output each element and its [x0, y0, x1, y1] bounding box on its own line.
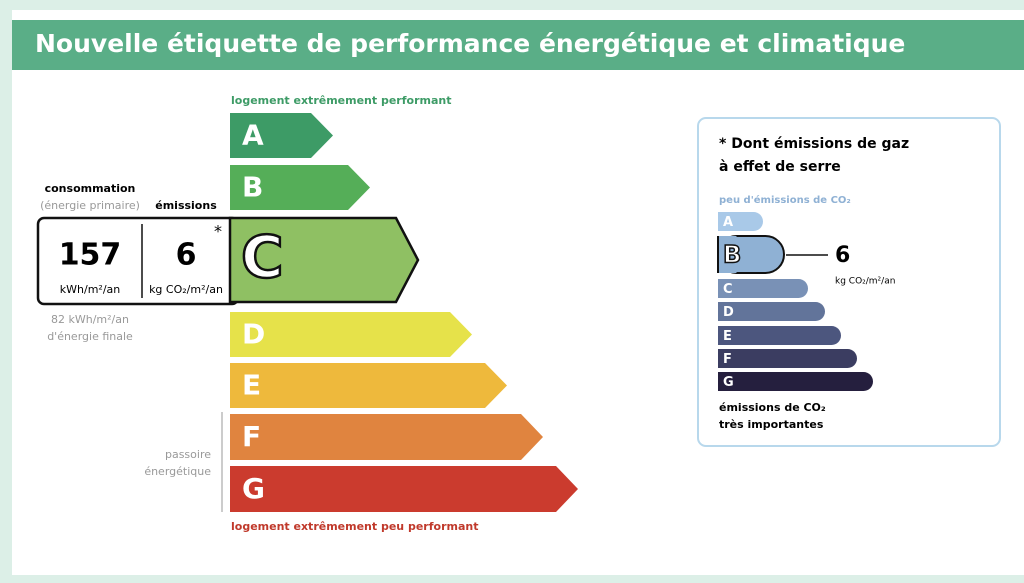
- ghg-unit: kg CO₂/m²/an: [835, 277, 895, 287]
- consumption-sublabel: (énergie primaire): [40, 199, 140, 212]
- consumption-label: consommation: [45, 182, 136, 195]
- ghg-letter: D: [723, 305, 734, 320]
- emissions-label: émissions: [155, 199, 217, 212]
- title: Nouvelle étiquette de performance énergé…: [35, 29, 905, 58]
- class-bar: [230, 165, 370, 210]
- ghg-bar: [718, 349, 857, 368]
- class-letter: A: [242, 119, 264, 152]
- ghg-bar-left: [718, 349, 728, 368]
- ghg-bar: [718, 212, 763, 231]
- ghg-value: 6: [835, 243, 850, 268]
- final-energy: 82 kWh/m²/an: [51, 313, 129, 326]
- ghg-letter: F: [723, 352, 732, 367]
- class-letter: F: [242, 420, 261, 453]
- class-bar: [230, 113, 333, 158]
- class-letter: E: [242, 369, 261, 402]
- ghg-bar: [718, 326, 841, 345]
- ghg-bar-left: [718, 212, 728, 231]
- class-letter: C: [241, 223, 284, 291]
- top-label: logement extrêmement performant: [231, 94, 451, 107]
- ghg-bar-left: [718, 372, 728, 391]
- emissions-value: 6: [176, 238, 197, 273]
- ghg-letter: B: [723, 241, 741, 269]
- asterisk: *: [214, 222, 222, 241]
- ghg-bar-left: [718, 236, 737, 273]
- class-bar: [230, 312, 472, 357]
- ghg-bottom-label: émissions de CO₂: [719, 401, 826, 414]
- class-letter: G: [242, 472, 265, 505]
- ghg-title: * Dont émissions de gaz: [719, 136, 909, 152]
- ghg-bar-left: [718, 326, 728, 345]
- ghg-bottom-label: très importantes: [719, 418, 824, 431]
- ghg-letter: E: [723, 329, 732, 344]
- passoire-note: passoire: [165, 448, 211, 461]
- ghg-bar-left: [718, 302, 728, 321]
- class-bar: [230, 466, 578, 512]
- class-bar: [228, 216, 420, 304]
- ghg-letter: C: [723, 282, 733, 297]
- ghg-bar: [718, 372, 873, 391]
- ghg-letter: G: [723, 375, 734, 390]
- emissions-unit: kg CO₂/m²/an: [149, 283, 223, 296]
- ghg-bar: [718, 279, 808, 298]
- ghg-letter: A: [723, 215, 733, 230]
- passoire-note: énergétique: [144, 465, 211, 478]
- class-bar: [230, 414, 543, 460]
- ghg-bar-left: [718, 279, 728, 298]
- ghg-top-label: peu d'émissions de CO₂: [719, 194, 851, 206]
- ghg-bar: [718, 302, 825, 321]
- consumption-value: 157: [59, 238, 122, 273]
- class-letter: B: [242, 171, 263, 204]
- title-bar: [12, 20, 1024, 70]
- final-energy-label: d'énergie finale: [47, 330, 133, 343]
- ghg-title: à effet de serre: [719, 159, 841, 175]
- consumption-unit: kWh/m²/an: [60, 283, 120, 296]
- bottom-label: logement extrêmement peu performant: [231, 520, 478, 533]
- class-letter: D: [242, 318, 265, 351]
- class-bar: [230, 363, 507, 408]
